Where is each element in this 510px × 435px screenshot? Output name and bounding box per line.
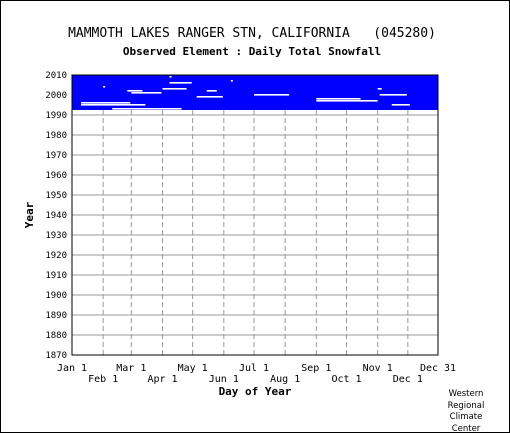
missing-segment — [380, 94, 407, 96]
x-axis-label: Day of Year — [219, 385, 292, 398]
missing-segment — [207, 90, 217, 92]
missing-segment — [103, 86, 105, 88]
y-tick-label: 1970 — [45, 151, 67, 161]
x-tick-label: Aug 1 — [270, 374, 300, 385]
missing-segment — [127, 90, 142, 92]
x-tick-labels: Jan 1 Mar 1 May 1 Jul 1 Sep 1 Nov 1 Dec 31 Feb … — [57, 363, 456, 385]
chart-subtitle: Observed Element : Daily Total Snowfall — [123, 45, 381, 58]
y-tick-label: 1910 — [45, 271, 67, 281]
y-tick-label: 1940 — [45, 211, 67, 221]
missing-segment — [81, 102, 130, 104]
missing-segment — [162, 88, 186, 90]
credit-line: Center — [436, 424, 496, 435]
y-tick-label: 2010 — [45, 71, 67, 81]
missing-segment — [231, 80, 233, 82]
data-layer — [72, 75, 438, 110]
missing-segment — [170, 82, 192, 84]
x-tick-label: Oct 1 — [331, 374, 361, 385]
y-tick-label: 1930 — [45, 231, 67, 241]
y-tick-label: 1870 — [45, 351, 67, 361]
y-tick-label: 1950 — [45, 191, 67, 201]
credit-line: Western — [436, 389, 496, 401]
x-tick-label: Apr 1 — [147, 374, 177, 385]
missing-segment — [316, 100, 377, 102]
x-tick-label: May 1 — [178, 363, 208, 374]
missing-segment — [378, 88, 382, 90]
missing-segment — [131, 92, 161, 94]
y-tick-label: 1900 — [45, 291, 67, 301]
missing-segment — [254, 94, 289, 96]
x-tick-label: Sep 1 — [301, 363, 331, 374]
chart-title: MAMMOTH LAKES RANGER STN, CALIFORNIA (04… — [68, 26, 436, 41]
wrcc-credit: Western Regional Climate Center — [436, 389, 496, 435]
y-tick-label: 1880 — [45, 331, 67, 341]
missing-segment — [170, 76, 172, 78]
y-axis-label: Year — [23, 201, 36, 228]
x-tick-label: Nov 1 — [363, 363, 393, 374]
missing-segment — [197, 96, 223, 98]
y-tick-label: 1980 — [45, 131, 67, 141]
y-tick-label: 1920 — [45, 251, 67, 261]
y-tick-label: 1990 — [45, 111, 67, 121]
missing-segment — [392, 104, 410, 106]
y-tick-label: 1890 — [45, 311, 67, 321]
x-tick-label: Mar 1 — [116, 363, 146, 374]
missing-segment — [316, 98, 360, 100]
x-tick-label: Jun 1 — [209, 374, 239, 385]
y-tick-labels: 2010 2000 1990 1980 1970 1960 1950 1940 1930 1920… — [45, 71, 67, 361]
missing-segment — [112, 108, 181, 110]
y-tick-label: 1960 — [45, 171, 67, 181]
x-tick-label: Feb 1 — [88, 374, 118, 385]
x-tick-label: Dec 1 — [393, 374, 423, 385]
credit-line: Regional — [436, 401, 496, 413]
credit-line: Climate — [436, 412, 496, 424]
x-tick-label: Jan 1 — [57, 363, 87, 374]
grid-layer — [72, 110, 438, 355]
y-tick-label: 2000 — [45, 91, 67, 101]
x-tick-label: Dec 31 — [420, 363, 456, 374]
missing-segment — [81, 104, 145, 106]
x-tick-label: Jul 1 — [239, 363, 269, 374]
